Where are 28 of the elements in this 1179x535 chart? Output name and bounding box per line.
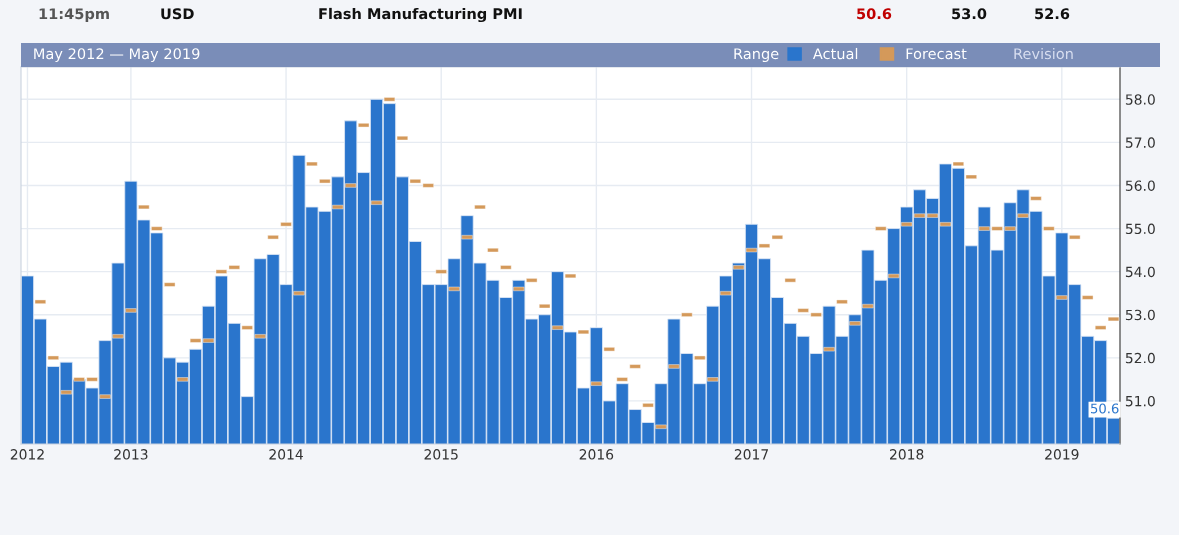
- x-tick-label: 2016: [579, 449, 614, 460]
- text: 52.6: [1035, 8, 1070, 20]
- text: 53.0: [952, 8, 987, 20]
- x-tick-label: 2014: [269, 449, 303, 460]
- text: Range: [734, 48, 779, 63]
- legend-label: Actual: [812, 47, 858, 60]
- legend-label: Forecast: [906, 48, 967, 60]
- y-tick-label: 56.0: [1125, 180, 1155, 191]
- text: 11:45pm: [39, 8, 109, 23]
- x-tick-label: 2012: [10, 449, 44, 460]
- y-tick-label: 55.0: [1125, 223, 1155, 235]
- text: Revision: [1014, 47, 1073, 60]
- data-label: 50.6: [1090, 403, 1119, 414]
- text: 50.6: [857, 8, 892, 20]
- y-tick-label: 58.0: [1125, 94, 1155, 105]
- x-tick-label: 2013: [114, 449, 148, 460]
- text: Flash Manufacturing PMI: [319, 7, 522, 23]
- x-tick-label: 2015: [424, 449, 458, 460]
- y-tick-label: 54.0: [1125, 266, 1155, 278]
- y-tick-label: 51.0: [1125, 395, 1155, 407]
- x-tick-label: 2017: [734, 449, 768, 460]
- x-tick-label: 2018: [890, 449, 924, 460]
- y-tick-label: 53.0: [1125, 309, 1155, 321]
- chart-title: May 2012 — May 2019: [34, 48, 200, 63]
- text: USD: [161, 8, 194, 20]
- y-tick-label: 52.0: [1125, 352, 1155, 364]
- x-tick-label: 2019: [1045, 449, 1079, 460]
- y-tick-label: 57.0: [1125, 137, 1155, 148]
